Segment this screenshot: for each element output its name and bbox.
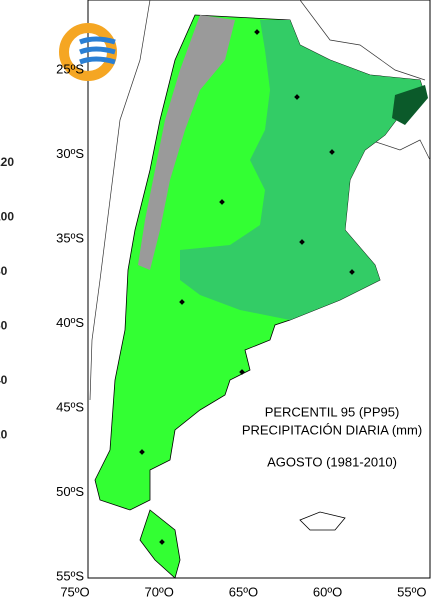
legend-label: 80 [0,264,8,278]
title-line: PRECIPITACIÓN DIARIA (mm) [242,422,422,437]
lon-label: 75ºO [60,584,89,599]
lat-label: 45ºS [56,399,84,414]
legend-label: 100 [0,210,14,224]
lat-label: 40ºS [56,315,84,330]
lat-label: 35ºS [56,230,84,245]
map: 120 100 80 60 40 20 25ºS 30ºS 35ºS 40ºS 45ºS 50ºS 55… [0,0,432,604]
lat-label: 25ºS [56,61,84,76]
title-line: PERCENTIL 95 (PP95) [265,404,400,419]
legend-label: 120 [0,155,14,169]
lat-label: 50ºS [56,484,84,499]
page: 120 100 80 60 40 20 25ºS 30ºS 35ºS 40ºS 45ºS 50ºS 55… [0,0,432,604]
lon-label: 60ºO [313,584,342,599]
lon-label: 70ºO [145,584,174,599]
legend-label: 20 [0,428,8,442]
legend-label: 40 [0,373,8,387]
legend-label: 60 [0,319,8,333]
subtitle: AGOSTO (1981-2010) [267,454,397,469]
lat-label: 55ºS [56,568,84,583]
lon-label: 65ºO [229,584,258,599]
lon-label: 55ºO [397,584,426,599]
lat-label: 30ºS [56,146,84,161]
